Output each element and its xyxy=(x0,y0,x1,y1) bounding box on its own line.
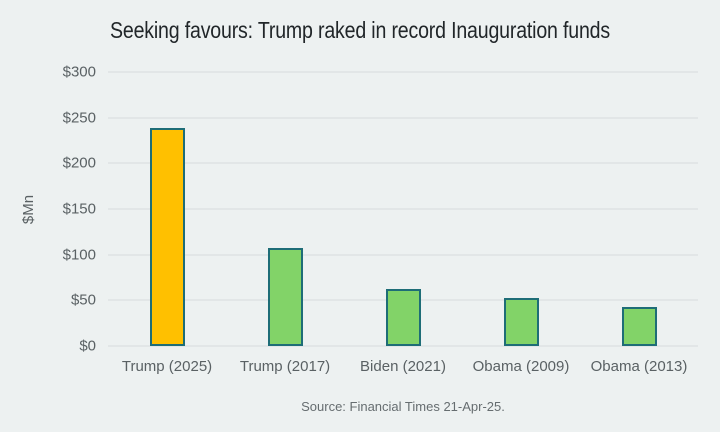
y-tick-label: $0 xyxy=(79,337,96,355)
chart-title: Seeking favours: Trump raked in record I… xyxy=(110,17,610,43)
y-axis-title-text: $Mn xyxy=(20,194,38,224)
bar-trump-2017 xyxy=(267,248,303,346)
x-category-label: Obama (2013) xyxy=(590,358,688,375)
y-tick-label: $150 xyxy=(62,200,96,218)
gridline xyxy=(108,71,698,73)
gridline xyxy=(108,162,698,164)
y-tick-label: $50 xyxy=(70,291,96,309)
x-category-label: Trump (2017) xyxy=(239,358,331,375)
gridline xyxy=(108,345,698,347)
bar-slot xyxy=(108,72,226,346)
source-caption: Source: Financial Times 21-Apr-25. xyxy=(301,399,505,414)
bar-obama-2009 xyxy=(503,297,539,346)
gridline xyxy=(108,117,698,119)
y-tick-label: $300 xyxy=(62,63,96,81)
plot-area xyxy=(108,71,698,347)
x-category-label: Biden (2021) xyxy=(360,358,446,375)
bar-slot xyxy=(462,72,580,346)
y-tick-label: $200 xyxy=(62,154,96,172)
x-axis-category-labels: Trump (2025) Trump (2017) Biden (2021) Obam… xyxy=(108,358,698,378)
bar-slot xyxy=(344,72,462,346)
gridline xyxy=(108,208,698,210)
y-tick-label: $100 xyxy=(62,246,96,264)
x-category-label: Trump (2025) xyxy=(121,358,213,375)
y-axis-tick-labels: $0 $50 $100 $150 $200 $250 $300 xyxy=(36,65,96,354)
gridline xyxy=(108,254,698,256)
x-category-label: Obama (2009) xyxy=(472,358,570,375)
bar-slot xyxy=(580,72,698,346)
y-tick-label: $250 xyxy=(62,109,96,127)
bar-obama-2013 xyxy=(621,306,657,346)
bar-trump-2025 xyxy=(149,127,185,346)
bar-slot xyxy=(226,72,344,346)
bar-biden-2021 xyxy=(385,289,421,346)
